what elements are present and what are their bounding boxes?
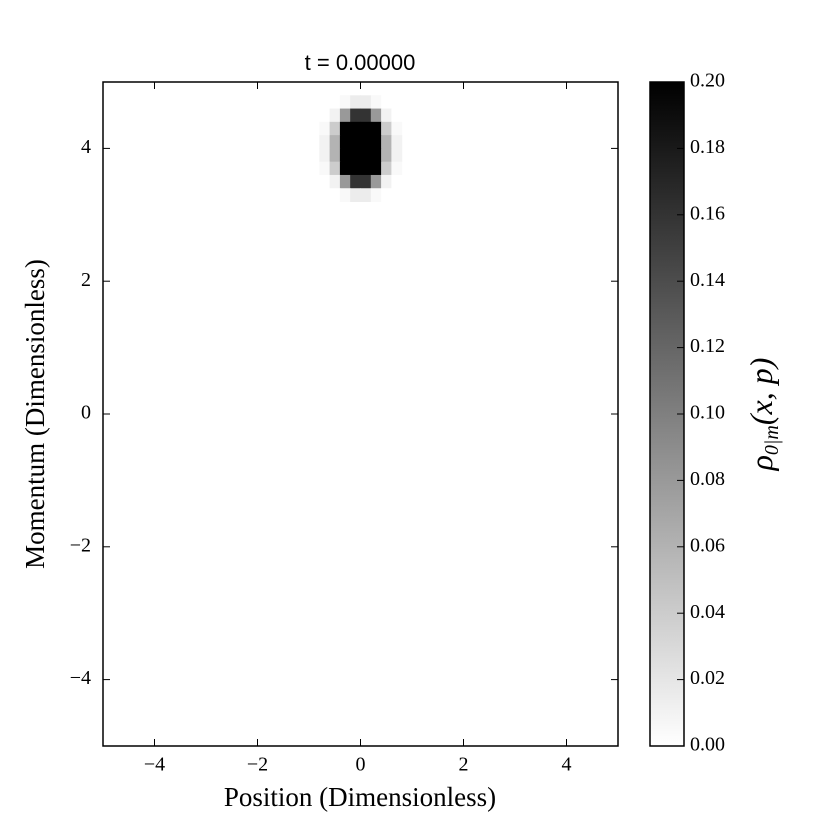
colorbar-tick-label: 0.10 <box>690 402 725 424</box>
heatmap-cell <box>319 161 331 176</box>
heatmap-cell <box>329 121 341 136</box>
heatmap-cell <box>381 135 392 149</box>
heatmap-cell <box>329 188 341 203</box>
heatmap-cell <box>381 148 392 163</box>
colorbar-label-sub: 0|m <box>761 425 783 455</box>
heatmap-cell <box>391 135 403 149</box>
heatmap-cell <box>391 121 403 136</box>
colorbar-tick-label: 0.02 <box>690 667 725 689</box>
colorbar-label-base: ρ <box>743 455 779 471</box>
heatmap-cell <box>360 121 372 136</box>
heatmap-cell <box>370 121 382 136</box>
heatmap-cell <box>350 188 361 203</box>
heatmap-cell <box>360 108 372 123</box>
heatmap-cell <box>329 174 341 189</box>
y-tick-label: −2 <box>70 534 91 556</box>
heatmap-cell <box>381 161 392 176</box>
heatmap-cell <box>360 188 372 203</box>
heatmap-cell <box>339 108 351 123</box>
heatmap-cell <box>329 135 341 149</box>
chart-title: t = 0.00000 <box>305 50 416 75</box>
heatmap-cell <box>360 161 372 176</box>
heatmap-cell <box>329 95 341 110</box>
heatmap-cell <box>319 108 331 123</box>
heatmap-cell <box>381 188 392 203</box>
heatmap-cell <box>350 148 361 163</box>
heatmap-cell <box>391 108 403 123</box>
heatmap-cell <box>370 148 382 163</box>
heatmap-cell <box>329 108 341 123</box>
heatmap-cell <box>339 161 351 176</box>
heatmap-cell <box>381 121 392 136</box>
y-axis-label: Momentum (Dimensionless) <box>20 259 50 569</box>
heatmap-cell <box>339 174 351 189</box>
heatmap-cell <box>391 161 403 176</box>
heatmap-cell <box>381 174 392 189</box>
heatmap-cell <box>391 148 403 163</box>
colorbar-tick-label: 0.08 <box>690 468 725 490</box>
x-tick-label: −2 <box>247 754 268 776</box>
heatmap-cell <box>319 148 331 163</box>
heatmap-cell <box>319 188 331 203</box>
heatmap-cell <box>370 108 382 123</box>
heatmap-cell <box>319 95 331 110</box>
colorbar-label-rest: (x, p) <box>743 358 779 426</box>
heatmap-cell <box>360 148 372 163</box>
y-tick-label: −4 <box>70 667 91 689</box>
x-tick-label: 2 <box>459 754 469 776</box>
heatmap-cell <box>350 135 361 149</box>
heatmap-cell <box>360 174 372 189</box>
y-tick-label: 2 <box>81 269 91 291</box>
heatmap-cell <box>319 174 331 189</box>
heatmap-cell <box>339 95 351 110</box>
x-tick-label: 0 <box>356 754 366 776</box>
x-axis-label: Position (Dimensionless) <box>224 782 496 812</box>
heatmap-cell <box>370 174 382 189</box>
heatmap-cell <box>350 121 361 136</box>
heatmap-cell <box>339 135 351 149</box>
heatmap-cell <box>391 174 403 189</box>
heatmap <box>319 95 403 203</box>
heatmap-cell <box>381 95 392 110</box>
heatmap-cell <box>350 161 361 176</box>
colorbar-tick-label: 0.20 <box>690 70 725 92</box>
colorbar-tick-label: 0.00 <box>690 734 725 756</box>
x-tick-label: 4 <box>562 754 572 776</box>
heatmap-cell <box>370 161 382 176</box>
heatmap-cell <box>339 188 351 203</box>
heatmap-cell <box>370 188 382 203</box>
colorbar-tick-label: 0.04 <box>690 601 725 623</box>
heatmap-cell <box>329 161 341 176</box>
y-tick-label: 4 <box>81 136 91 158</box>
heatmap-cell <box>329 148 341 163</box>
colorbar-tick-label: 0.06 <box>690 534 725 556</box>
heatmap-cell <box>391 188 403 203</box>
colorbar-label: ρ0|m(x, p) <box>743 358 782 472</box>
heatmap-cell <box>319 135 331 149</box>
heatmap-cell <box>360 95 372 110</box>
heatmap-cell <box>350 108 361 123</box>
heatmap-cell <box>350 174 361 189</box>
heatmap-cell <box>339 121 351 136</box>
heatmap-cell <box>381 108 392 123</box>
heatmap-cell <box>391 95 403 110</box>
heatmap-cell <box>370 95 382 110</box>
heatmap-cell <box>339 148 351 163</box>
colorbar-tick-label: 0.14 <box>690 269 725 291</box>
colorbar-tick-label: 0.12 <box>690 335 725 357</box>
colorbar-tick-label: 0.16 <box>690 202 725 224</box>
colorbar-tick-label: 0.18 <box>690 136 725 158</box>
y-tick-label: 0 <box>81 402 91 424</box>
heatmap-cell <box>350 95 361 110</box>
heatmap-cell <box>370 135 382 149</box>
x-tick-label: −4 <box>144 754 165 776</box>
heatmap-cell <box>360 135 372 149</box>
heatmap-cell <box>319 121 331 136</box>
